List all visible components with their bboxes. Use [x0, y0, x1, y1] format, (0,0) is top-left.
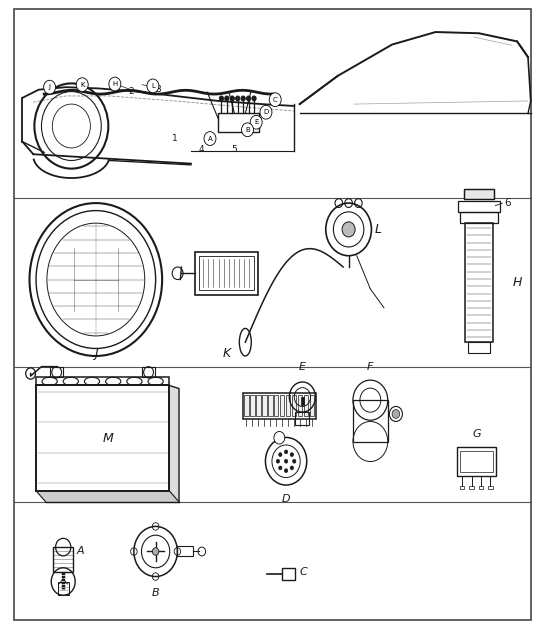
Circle shape — [235, 96, 240, 101]
Circle shape — [392, 409, 399, 418]
Bar — [244, 395, 249, 416]
Circle shape — [204, 132, 216, 146]
Circle shape — [278, 453, 282, 457]
Circle shape — [225, 96, 229, 101]
Bar — [457, 447, 496, 475]
Circle shape — [246, 96, 251, 101]
Text: M: M — [102, 431, 113, 445]
Bar — [353, 400, 387, 441]
Text: B: B — [152, 588, 160, 598]
Bar — [464, 189, 494, 199]
Polygon shape — [169, 386, 179, 502]
Text: H: H — [112, 81, 118, 87]
Circle shape — [274, 431, 284, 444]
Text: J: J — [94, 347, 98, 360]
Text: 4: 4 — [199, 144, 204, 154]
Bar — [469, 485, 474, 489]
Text: B: B — [245, 127, 250, 133]
Bar — [195, 252, 258, 295]
Bar — [280, 395, 284, 416]
Text: L: L — [151, 83, 155, 89]
Circle shape — [76, 78, 88, 92]
Bar — [460, 212, 498, 223]
Circle shape — [269, 93, 281, 107]
Bar — [142, 367, 155, 377]
Circle shape — [290, 453, 294, 457]
Text: I: I — [277, 435, 281, 445]
Bar — [256, 395, 261, 416]
Bar — [460, 451, 493, 472]
Circle shape — [293, 459, 296, 463]
Bar — [460, 485, 464, 489]
Text: C: C — [300, 567, 307, 577]
Circle shape — [44, 80, 56, 94]
Text: 5: 5 — [232, 144, 237, 154]
Bar — [268, 395, 272, 416]
Circle shape — [230, 96, 234, 101]
Bar — [479, 485, 483, 489]
Text: 3: 3 — [155, 85, 161, 94]
Bar — [301, 397, 304, 405]
Circle shape — [147, 79, 159, 93]
Bar — [250, 395, 255, 416]
Circle shape — [252, 96, 256, 101]
Circle shape — [290, 466, 294, 470]
Circle shape — [284, 450, 288, 454]
Text: A: A — [77, 546, 84, 556]
Text: E: E — [254, 119, 258, 125]
Text: D: D — [263, 109, 269, 115]
Bar — [243, 392, 316, 419]
Text: C: C — [273, 97, 277, 103]
Circle shape — [241, 96, 245, 101]
Text: H: H — [512, 276, 522, 289]
Bar — [488, 485, 493, 489]
Text: E: E — [299, 362, 306, 372]
Circle shape — [342, 222, 355, 237]
Text: K: K — [80, 82, 84, 88]
Bar — [50, 367, 63, 377]
Bar — [177, 546, 192, 556]
Text: A: A — [208, 136, 213, 141]
Circle shape — [260, 106, 272, 119]
Bar — [53, 547, 73, 572]
Bar — [465, 223, 493, 342]
Circle shape — [109, 77, 121, 91]
Bar — [282, 568, 295, 580]
Bar — [199, 256, 254, 290]
Text: 2: 2 — [129, 87, 134, 96]
Text: J: J — [49, 84, 51, 90]
Bar — [464, 189, 494, 199]
Bar — [36, 386, 169, 490]
Circle shape — [278, 466, 282, 470]
Circle shape — [241, 123, 253, 137]
Circle shape — [284, 459, 288, 463]
Circle shape — [276, 459, 280, 463]
Circle shape — [250, 116, 262, 129]
Bar — [218, 114, 259, 133]
Text: F: F — [367, 362, 373, 372]
Polygon shape — [36, 490, 179, 502]
Text: D: D — [282, 494, 290, 504]
Text: 1: 1 — [172, 134, 178, 143]
Bar — [292, 395, 296, 416]
Bar — [274, 395, 278, 416]
Text: K: K — [222, 347, 231, 360]
Bar — [286, 395, 290, 416]
Bar — [36, 377, 169, 386]
Bar — [298, 395, 302, 416]
Text: 6: 6 — [505, 198, 511, 208]
Circle shape — [284, 468, 288, 472]
Bar — [262, 395, 267, 416]
Bar — [310, 395, 314, 416]
Bar — [458, 200, 500, 212]
Text: G: G — [472, 430, 481, 440]
Text: L: L — [375, 223, 382, 236]
Bar — [58, 582, 69, 595]
Bar — [468, 342, 490, 354]
Bar — [304, 395, 308, 416]
Circle shape — [153, 548, 159, 555]
Bar — [295, 412, 310, 425]
Circle shape — [219, 96, 223, 101]
